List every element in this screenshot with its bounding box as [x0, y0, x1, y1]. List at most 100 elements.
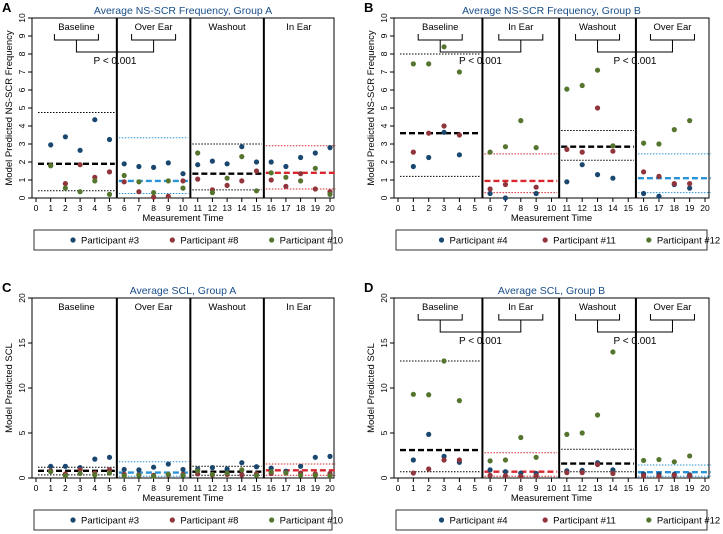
x-tick-label: 6 [488, 483, 493, 493]
x-tick-label: 3 [78, 483, 83, 493]
significance-bracket [417, 314, 544, 333]
data-point [564, 179, 570, 185]
x-tick-label: 8 [518, 483, 523, 493]
data-point [283, 183, 289, 189]
chart-title: Average SCL, Group B [498, 285, 605, 297]
legend-box [395, 509, 708, 531]
legend-label: Participant #3 [81, 516, 139, 527]
x-tick-label: 19 [311, 483, 321, 493]
data-point [106, 169, 113, 175]
data-point [687, 185, 693, 191]
data-point [283, 174, 289, 180]
y-tick-label: 7 [17, 69, 27, 74]
data-point [77, 147, 83, 153]
data-point [327, 453, 333, 459]
x-tick-label: 12 [577, 203, 587, 213]
data-point [327, 191, 333, 197]
x-tick-label: 14 [608, 483, 618, 493]
x-axis-label: Measurement Time [142, 213, 223, 224]
data-point [641, 190, 647, 197]
data-point [533, 473, 539, 479]
y-tick-label: 1 [379, 177, 389, 182]
data-point [671, 459, 677, 465]
x-tick-label: 0 [34, 203, 39, 213]
data-point [298, 171, 304, 177]
data-point [209, 158, 215, 164]
data-point [253, 188, 260, 194]
x-tick-label: 4 [457, 483, 462, 493]
data-point [48, 142, 54, 148]
x-axis-label: Measurement Time [511, 213, 592, 224]
data-point [518, 434, 524, 441]
panel-b: B Average NS-SCR Frequency, Group B012345… [364, 0, 720, 251]
data-point [239, 154, 245, 160]
legend-marker [70, 517, 76, 523]
data-point [610, 467, 616, 473]
data-point [62, 181, 68, 187]
phase-label: Washout [579, 302, 616, 313]
y-tick-label: 10 [17, 13, 27, 23]
x-tick-label: 13 [593, 203, 603, 213]
phase-label: Washout [209, 302, 246, 313]
data-point [426, 130, 432, 136]
y-tick-label: 3 [17, 141, 27, 146]
y-tick-label: 20 [17, 293, 27, 303]
y-tick-label: 5 [17, 430, 27, 435]
x-tick-label: 19 [685, 203, 695, 213]
x-tick-label: 0 [396, 203, 401, 213]
data-point [594, 461, 601, 468]
data-point [456, 457, 462, 463]
data-point [312, 186, 318, 192]
panel-letter: C [2, 280, 12, 295]
y-tick-label: 6 [379, 87, 389, 92]
data-point [239, 460, 245, 466]
legend-box [395, 229, 708, 251]
legend-marker [438, 517, 445, 523]
x-tick-label: 4 [92, 483, 97, 493]
data-point [92, 178, 98, 184]
data-point [410, 163, 416, 170]
x-tick-label: 5 [472, 483, 477, 493]
data-point [487, 190, 493, 197]
data-point [533, 190, 539, 197]
data-point [165, 193, 171, 199]
data-point [518, 473, 524, 479]
data-point [312, 165, 318, 171]
data-point [298, 463, 304, 469]
x-tick-label: 18 [296, 203, 306, 213]
y-tick-label: 1 [17, 177, 27, 182]
data-point [426, 431, 432, 437]
x-tick-label: 15 [624, 203, 634, 213]
data-point [656, 173, 662, 179]
x-tick-label: 3 [442, 483, 447, 493]
legend-label: Participant #10 [280, 516, 343, 527]
data-point [77, 162, 83, 168]
data-point [579, 162, 585, 168]
x-tick-label: 20 [700, 483, 710, 493]
data-point [533, 184, 539, 190]
x-tick-label: 2 [63, 203, 68, 213]
significance-bracket [53, 34, 177, 53]
plot-frame [31, 297, 335, 479]
x-tick-label: 17 [281, 203, 291, 213]
x-tick-label: 3 [442, 203, 447, 213]
data-point [564, 431, 570, 437]
x-tick-label: 14 [237, 203, 247, 213]
data-point [253, 472, 260, 478]
legend-marker [169, 237, 175, 243]
data-point [136, 467, 142, 473]
data-point [268, 159, 274, 165]
phase-label: Over Ear [135, 22, 173, 33]
data-point [195, 468, 201, 474]
data-point [579, 82, 585, 89]
x-tick-label: 3 [78, 203, 83, 213]
x-tick-label: 4 [457, 203, 462, 213]
x-tick-label: 11 [562, 483, 571, 493]
x-tick-label: 13 [222, 203, 232, 213]
data-point [224, 470, 230, 476]
data-point [92, 174, 98, 180]
data-point [92, 117, 98, 123]
legend-marker [269, 517, 275, 523]
data-point [610, 143, 616, 149]
